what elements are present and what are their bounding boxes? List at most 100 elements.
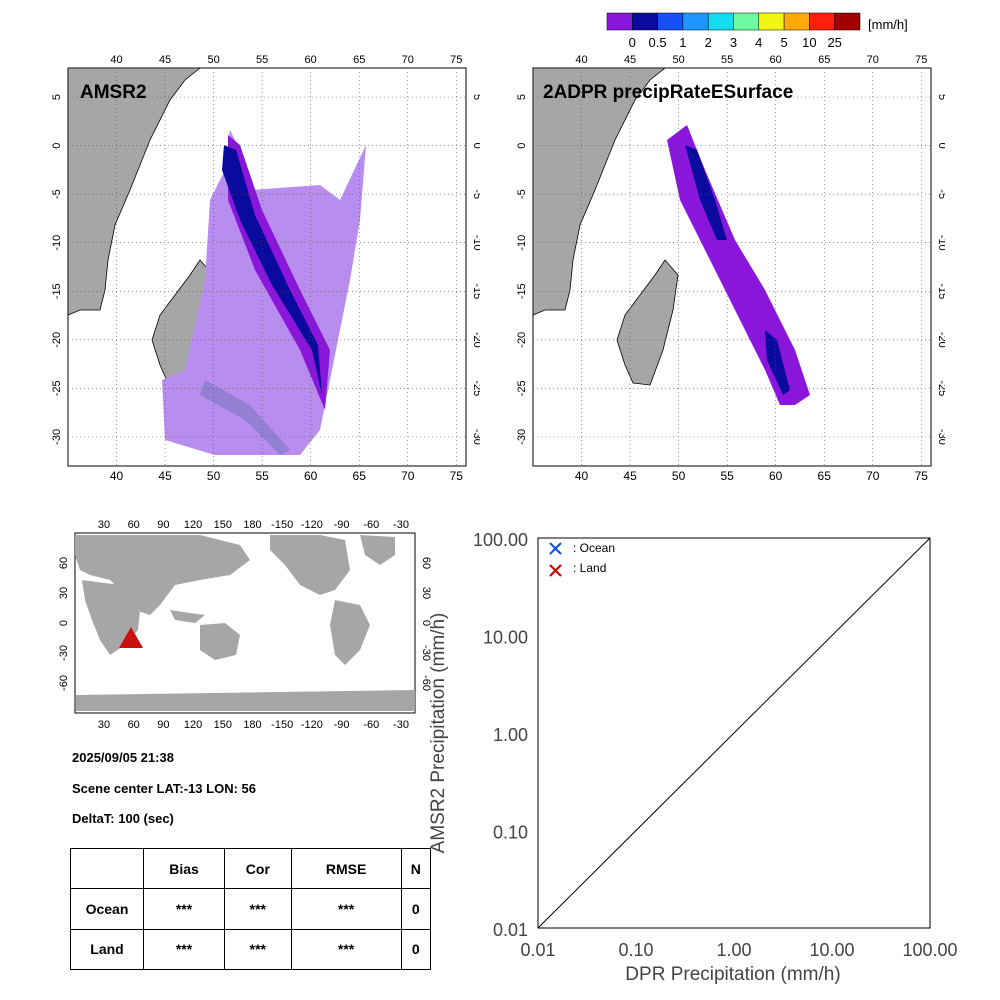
- legend-land-x-icon: [549, 564, 562, 577]
- colorbar-unit: [mm/h]: [868, 17, 908, 32]
- colorbar-tick-label: 3: [730, 35, 737, 50]
- lon-tick-label: 60: [770, 54, 782, 66]
- lon-tick-label: 70: [867, 54, 879, 66]
- lon-tick-label: 65: [818, 54, 830, 66]
- table-row: Ocean *** *** *** 0: [70, 888, 431, 930]
- lat-tick-label: -30: [471, 429, 480, 445]
- precip-colorbar: 0 0.5 1 2 3 4 5 10 25 [mm/h]: [606, 12, 908, 50]
- lat-tick-label: -5: [516, 189, 528, 199]
- lat-tick-label: -30: [51, 429, 63, 445]
- world-lon-tick-label: 90: [157, 519, 169, 531]
- lon-tick-label: 55: [256, 54, 268, 66]
- colorbar-swatch: [834, 12, 861, 31]
- world-tick-labels: 30 30 60 60 90 90 120 120 150 150 180 180 -150 -150 -1…: [58, 519, 432, 731]
- lon-tick-label: 60: [304, 469, 318, 483]
- world-lat-tick-label: 0: [58, 620, 70, 626]
- y-tick-label: 10.00: [483, 628, 528, 648]
- y-tick-label: 1.00: [493, 725, 528, 745]
- world-lon-tick-label: 180: [243, 719, 261, 731]
- world-lon-tick-label: 120: [184, 519, 202, 531]
- lon-tick-label: 45: [158, 469, 172, 483]
- lat-tick-label: 5: [936, 94, 945, 100]
- lon-tick-label: 45: [624, 54, 636, 66]
- lat-tick-label: -5: [51, 189, 63, 199]
- lat-tick-label: 5: [51, 94, 63, 100]
- legend: : Ocean : Land: [549, 541, 615, 577]
- world-lon-tick-label: 150: [214, 519, 232, 531]
- world-lon-tick-label: 60: [128, 719, 140, 731]
- lon-tick-label: 75: [915, 54, 927, 66]
- lon-tick-label: 50: [672, 469, 686, 483]
- bias-cell: ***: [142, 888, 226, 930]
- lat-tick-label: 0: [936, 143, 945, 149]
- lon-tick-label: 55: [255, 469, 269, 483]
- lat-tick-label: -15: [516, 283, 528, 299]
- lon-tick-label: 50: [672, 54, 684, 66]
- land-mass: [532, 67, 679, 386]
- lon-tick-label: 55: [721, 54, 733, 66]
- lat-tick-label: -25: [471, 380, 480, 396]
- scene-deltat: DeltaT: 100 (sec): [72, 811, 174, 826]
- table-row: Land *** *** *** 0: [70, 928, 431, 971]
- colorbar-tick-label: 1: [679, 35, 686, 50]
- world-lon-tick-label: 60: [128, 519, 140, 531]
- lat-tick-label: -20: [51, 332, 63, 348]
- x-tick-label: 0.01: [520, 940, 555, 960]
- scene-datetime: 2025/09/05 21:38: [72, 750, 174, 765]
- amsr2-map-panel: 404045455050555560606565707075755500-5-5…: [51, 54, 480, 483]
- world-lat-tick-label: 60: [58, 557, 70, 569]
- world-lon-tick-label: 120: [184, 719, 202, 731]
- lat-tick-label: 0: [516, 143, 528, 149]
- map-title: AMSR2: [80, 82, 147, 103]
- y-axis-label: AMSR2 Precipitation (mm/h): [428, 613, 449, 854]
- x-axis-label: DPR Precipitation (mm/h): [625, 964, 840, 985]
- legend-ocean-x-icon: [549, 542, 562, 555]
- precip-swath: [667, 125, 810, 405]
- lon-tick-label: 45: [623, 469, 637, 483]
- world-lon-tick-label: -150: [271, 719, 293, 731]
- lat-tick-label: -15: [51, 283, 63, 299]
- lat-tick-label: -20: [471, 332, 480, 348]
- lat-tick-label: -25: [936, 380, 945, 396]
- lat-tick-label: -10: [51, 235, 63, 251]
- row-label: Ocean: [70, 888, 144, 930]
- x-tick-label: 0.10: [618, 940, 653, 960]
- world-lon-tick-label: -60: [363, 519, 379, 531]
- colorbar-tick-label: 4: [755, 35, 762, 50]
- world-land: [75, 535, 415, 711]
- world-lon-tick-label: 30: [98, 519, 110, 531]
- colorbar-tick-label: 2: [705, 35, 712, 50]
- world-lon-tick-label: -60: [363, 719, 379, 731]
- scene-center: Scene center LAT:-13 LON: 56: [72, 781, 256, 796]
- lon-tick-label: 70: [402, 54, 414, 66]
- world-lat-tick-label: -60: [420, 675, 432, 691]
- dpr-map-panel: 404045455050555560606565707075755500-5-5…: [516, 54, 945, 483]
- world-lon-tick-label: -30: [393, 719, 409, 731]
- y-tick-label: 0.01: [493, 920, 528, 940]
- colorbar-tick-label: 5: [780, 35, 787, 50]
- world-lon-tick-label: 180: [243, 519, 261, 531]
- n-cell: 0: [400, 928, 431, 971]
- y-tick-label: 100.00: [473, 530, 528, 550]
- world-lon-tick-label: -120: [301, 519, 323, 531]
- x-tick-label: 10.00: [809, 940, 854, 960]
- colorbar-swatches: [606, 12, 861, 31]
- lon-tick-label: 70: [401, 469, 415, 483]
- world-lon-tick-label: -90: [334, 519, 350, 531]
- world-lat-tick-label: 0: [420, 620, 432, 626]
- scene-location-marker: [119, 627, 143, 648]
- colorbar-tick-label: 25: [827, 35, 841, 50]
- world-lat-tick-label: -30: [420, 645, 432, 661]
- world-lat-tick-label: -30: [58, 645, 70, 661]
- world-lon-tick-label: -120: [301, 719, 323, 731]
- lat-tick-label: -10: [516, 235, 528, 251]
- cor-cell: ***: [224, 888, 292, 930]
- x-tick-labels: 0.01 0.10 1.00 10.00 100.00: [520, 940, 957, 960]
- lon-tick-label: 55: [720, 469, 734, 483]
- world-lon-tick-label: -90: [334, 719, 350, 731]
- lat-tick-label: -5: [936, 189, 945, 199]
- legend-land-label: : Land: [573, 561, 606, 575]
- legend-ocean-label: : Ocean: [573, 541, 615, 555]
- lat-tick-label: 5: [516, 94, 528, 100]
